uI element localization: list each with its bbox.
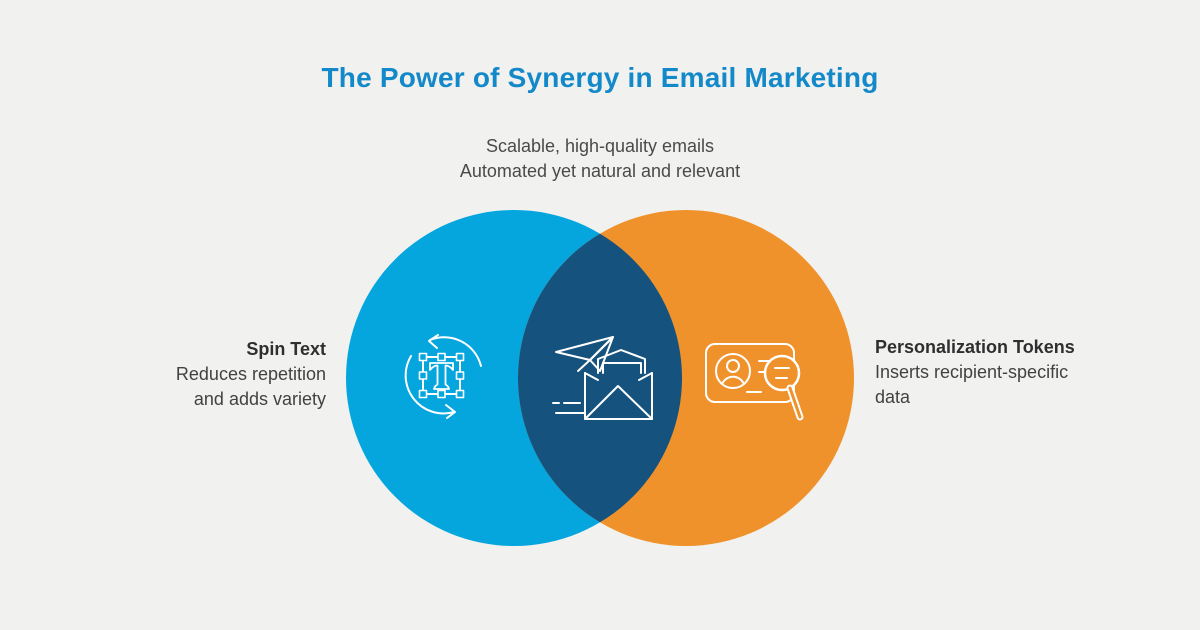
handle [418,352,428,362]
left-circle-desc-line1: Reduces repetition [175,364,326,384]
letter-back-sheet [597,349,646,374]
serif-t-glyph [429,362,454,390]
avatar-shoulders [721,375,745,385]
speed-lines [552,402,585,414]
lens-text-lines [774,367,790,379]
magnifier-handle-inner [788,386,802,419]
spin-text-icon [404,334,482,419]
email-send-icon [552,336,653,420]
handle [418,389,428,399]
intersection-note-line2: Automated yet natural and relevant [459,161,741,181]
envelope-body [584,372,653,420]
right-circle-desc-line1: Inserts recipient-specific [875,362,1069,382]
page-title: The Power of Synergy in Email Marketing [321,62,879,93]
spin-top-arrowhead [428,334,439,349]
handle [437,389,446,399]
right-circle-label: Personalization Tokens Inserts recipient… [875,335,1075,410]
selection-handles [418,352,465,399]
paper-plane-body [589,336,614,372]
id-card-magnifier-icon [705,343,804,421]
letter-front-sheet [602,362,642,374]
spin-bottom-arrowhead [445,404,456,419]
left-circle-desc-line2: and adds variety [193,389,326,409]
envelope-flap [584,385,653,420]
right-circle-desc-line2: data [875,387,911,407]
magnifier-lens [763,354,801,392]
avatar-head [726,359,740,373]
left-circle-label: Spin Text Reduces repetition and adds va… [176,337,326,412]
intersection-note-line1: Scalable, high-quality emails [485,136,715,156]
envelope-opening [584,372,653,381]
right-circle-title: Personalization Tokens [875,337,1075,357]
handle [418,371,428,380]
left-circle-title: Spin Text [246,339,326,359]
handle [455,352,465,362]
handle [455,389,465,399]
avatar-ring [715,353,751,389]
handle [455,371,465,380]
venn-intersection [518,210,682,546]
spin-bottom-arc [404,355,455,415]
spin-top-arc [429,336,482,367]
intersection-note: Scalable, high-quality emails Automated … [0,134,1200,184]
handle [437,352,446,362]
paper-plane-fold [577,359,591,372]
